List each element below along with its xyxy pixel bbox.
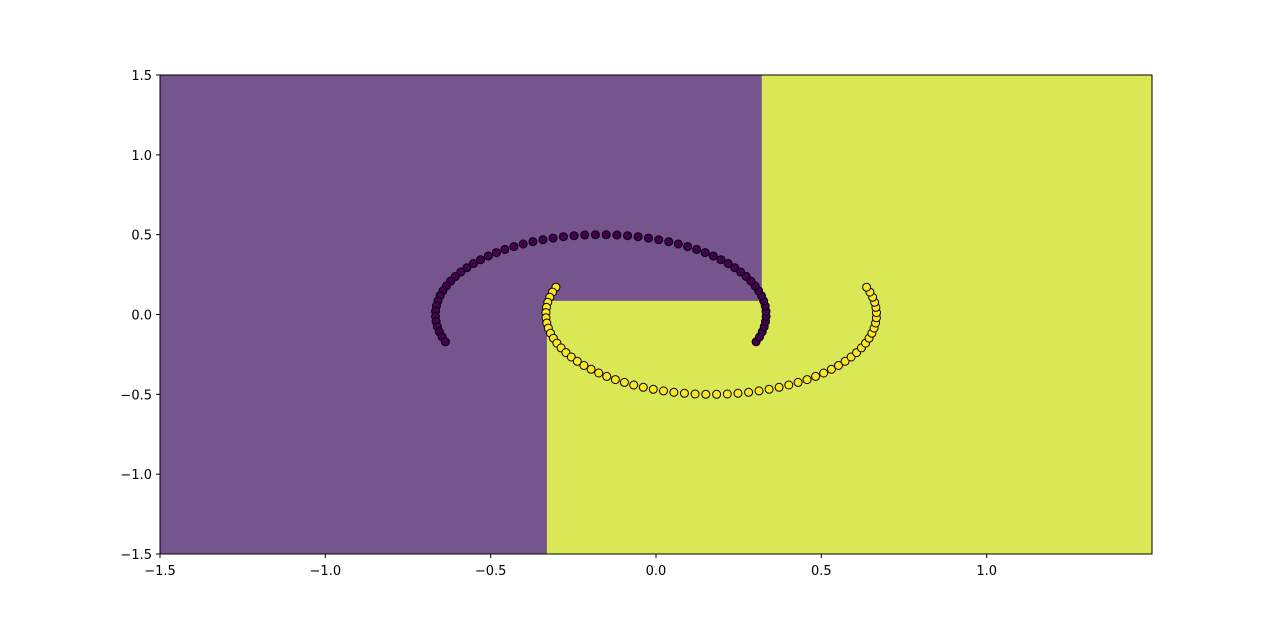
y-tick-label: 0.0 <box>131 309 152 324</box>
data-point <box>774 382 784 392</box>
data-point <box>744 387 754 397</box>
data-point <box>569 231 579 241</box>
data-point <box>579 361 589 370</box>
data-point <box>623 231 633 241</box>
y-axis-ticks: −1.5 −1.0 −0.5 0.0 0.5 1.0 1.5 <box>120 69 160 563</box>
data-point <box>700 248 710 258</box>
data-point <box>716 255 726 265</box>
scatter-points <box>431 230 881 399</box>
data-point <box>528 237 538 247</box>
data-point <box>683 242 693 252</box>
data-point <box>679 388 689 398</box>
series-1 <box>541 282 881 399</box>
data-point <box>580 230 590 240</box>
data-point <box>440 337 450 347</box>
data-point <box>793 377 803 387</box>
data-point <box>558 232 568 242</box>
class-1-region <box>546 75 1152 554</box>
data-point <box>469 259 478 268</box>
data-point <box>862 282 872 292</box>
data-point <box>701 389 711 399</box>
data-point <box>754 386 764 396</box>
data-point <box>619 377 629 387</box>
data-point <box>811 371 821 381</box>
y-tick-label: −0.5 <box>120 388 152 403</box>
data-point <box>784 380 794 390</box>
data-point <box>840 356 850 366</box>
data-point <box>601 230 611 240</box>
data-point <box>572 356 582 366</box>
x-axis-ticks: −1.5 −1.0 −0.5 0.0 0.5 1.0 <box>144 554 997 579</box>
data-point <box>638 382 648 392</box>
y-tick-label: 0.5 <box>131 229 152 244</box>
data-point <box>633 232 643 242</box>
data-point <box>764 384 774 394</box>
x-tick-label: −1.0 <box>310 564 342 579</box>
y-tick-label: −1.0 <box>120 468 152 483</box>
data-point <box>730 263 740 273</box>
data-point <box>548 233 558 243</box>
data-point <box>659 386 668 396</box>
data-point <box>819 368 829 378</box>
data-point <box>594 368 604 378</box>
y-tick-label: 1.0 <box>131 149 152 164</box>
data-point <box>673 239 683 249</box>
x-tick-label: −1.5 <box>144 564 176 579</box>
data-point <box>654 235 664 245</box>
data-point <box>483 251 493 261</box>
y-tick-label: −1.5 <box>120 548 152 563</box>
data-point <box>610 375 620 385</box>
data-point <box>509 242 519 252</box>
data-point <box>500 244 510 254</box>
data-point <box>462 263 472 273</box>
y-tick-label: 1.5 <box>131 69 152 84</box>
data-point <box>491 248 501 258</box>
x-tick-label: −0.5 <box>475 564 507 579</box>
data-point <box>834 361 843 370</box>
data-point <box>518 239 528 249</box>
data-point <box>802 375 812 385</box>
x-tick-label: 1.0 <box>976 564 997 579</box>
data-point <box>586 364 596 374</box>
data-point <box>648 384 658 394</box>
data-point <box>566 352 576 362</box>
data-point <box>723 259 733 268</box>
data-point <box>629 380 639 390</box>
data-point <box>644 233 653 243</box>
data-point <box>602 371 612 381</box>
plot-area <box>160 75 1152 554</box>
data-point <box>722 389 732 399</box>
data-point <box>736 267 746 277</box>
data-point <box>826 364 836 374</box>
data-point <box>690 389 700 399</box>
data-point <box>669 387 679 397</box>
data-point <box>733 388 743 398</box>
data-point <box>590 230 600 240</box>
data-point <box>708 251 718 261</box>
data-point <box>476 255 486 265</box>
x-tick-label: 0.0 <box>646 564 667 579</box>
data-point <box>692 244 702 254</box>
data-point <box>538 235 548 245</box>
data-point <box>664 237 674 247</box>
data-point <box>612 230 622 240</box>
series-0 <box>431 230 771 347</box>
data-point <box>712 389 722 399</box>
x-tick-label: 0.5 <box>811 564 832 579</box>
